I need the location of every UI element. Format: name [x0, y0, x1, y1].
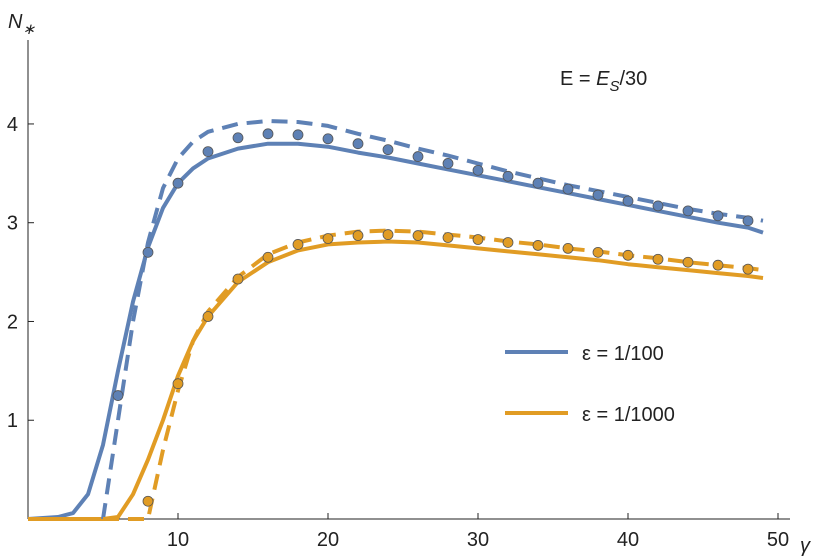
data-point [352, 138, 364, 150]
data-point [232, 132, 244, 144]
x-tick-label: 20 [317, 529, 339, 551]
data-point [262, 251, 274, 263]
data-point [142, 246, 154, 258]
x-tick-label: 50 [767, 529, 789, 551]
data-point [352, 230, 364, 241]
data-point [562, 242, 574, 254]
dashed-line [28, 119, 764, 521]
data-point [532, 240, 544, 251]
data-point [412, 230, 424, 241]
data-point [202, 311, 214, 322]
data-point [712, 210, 724, 222]
y-axis-label: N∗ [8, 11, 35, 38]
data-point [622, 249, 634, 261]
x-tick-label: 30 [467, 529, 489, 551]
data-point [652, 200, 664, 212]
y-label-sub: ∗ [22, 21, 35, 38]
data-point [592, 189, 604, 201]
annotation-part: E [596, 68, 610, 90]
data-point [502, 170, 514, 182]
data-point [322, 133, 334, 145]
x-axis-label: γ [800, 535, 811, 557]
data-point [622, 195, 634, 207]
data-point [442, 232, 454, 243]
x-tick-label: 10 [167, 529, 189, 551]
data-point [652, 253, 664, 265]
data-point [712, 259, 724, 271]
y-tick-label: 2 [7, 311, 18, 333]
data-point [442, 158, 454, 169]
solid-line [27, 141, 764, 521]
data-point [682, 256, 694, 268]
annotation-part: E = [560, 68, 596, 90]
data-point [172, 378, 184, 390]
data-point [232, 273, 244, 285]
data-point [742, 215, 754, 227]
data-point [682, 205, 694, 217]
data-point [262, 128, 274, 140]
annotation-part: /30 [620, 68, 648, 90]
data-point [172, 177, 184, 189]
y-label-main: N [8, 11, 23, 33]
x-tick-label: 40 [617, 529, 639, 551]
legend-label: ε = 1/1000 [582, 404, 675, 426]
data-point [382, 229, 394, 240]
data-point [592, 246, 604, 258]
data-point [202, 146, 214, 158]
data-point [292, 239, 304, 250]
dashed-line [28, 228, 764, 521]
annotation-part: S [609, 78, 619, 95]
data-point [742, 263, 754, 275]
annotation: E = ES/30 [560, 68, 647, 95]
data-point [532, 177, 544, 189]
legend-label: ε = 1/100 [582, 343, 664, 365]
y-tick-label: 4 [7, 114, 18, 136]
data-point [502, 237, 514, 248]
data-point [292, 129, 304, 141]
data-point [382, 144, 394, 156]
data-point [322, 233, 334, 244]
data-point [562, 183, 574, 195]
data-point [142, 495, 154, 507]
data-point [472, 234, 484, 245]
data-point [112, 390, 124, 401]
data-point [412, 151, 424, 162]
y-tick-label: 3 [7, 213, 18, 235]
y-tick-label: 1 [7, 410, 18, 432]
data-point [472, 164, 484, 176]
